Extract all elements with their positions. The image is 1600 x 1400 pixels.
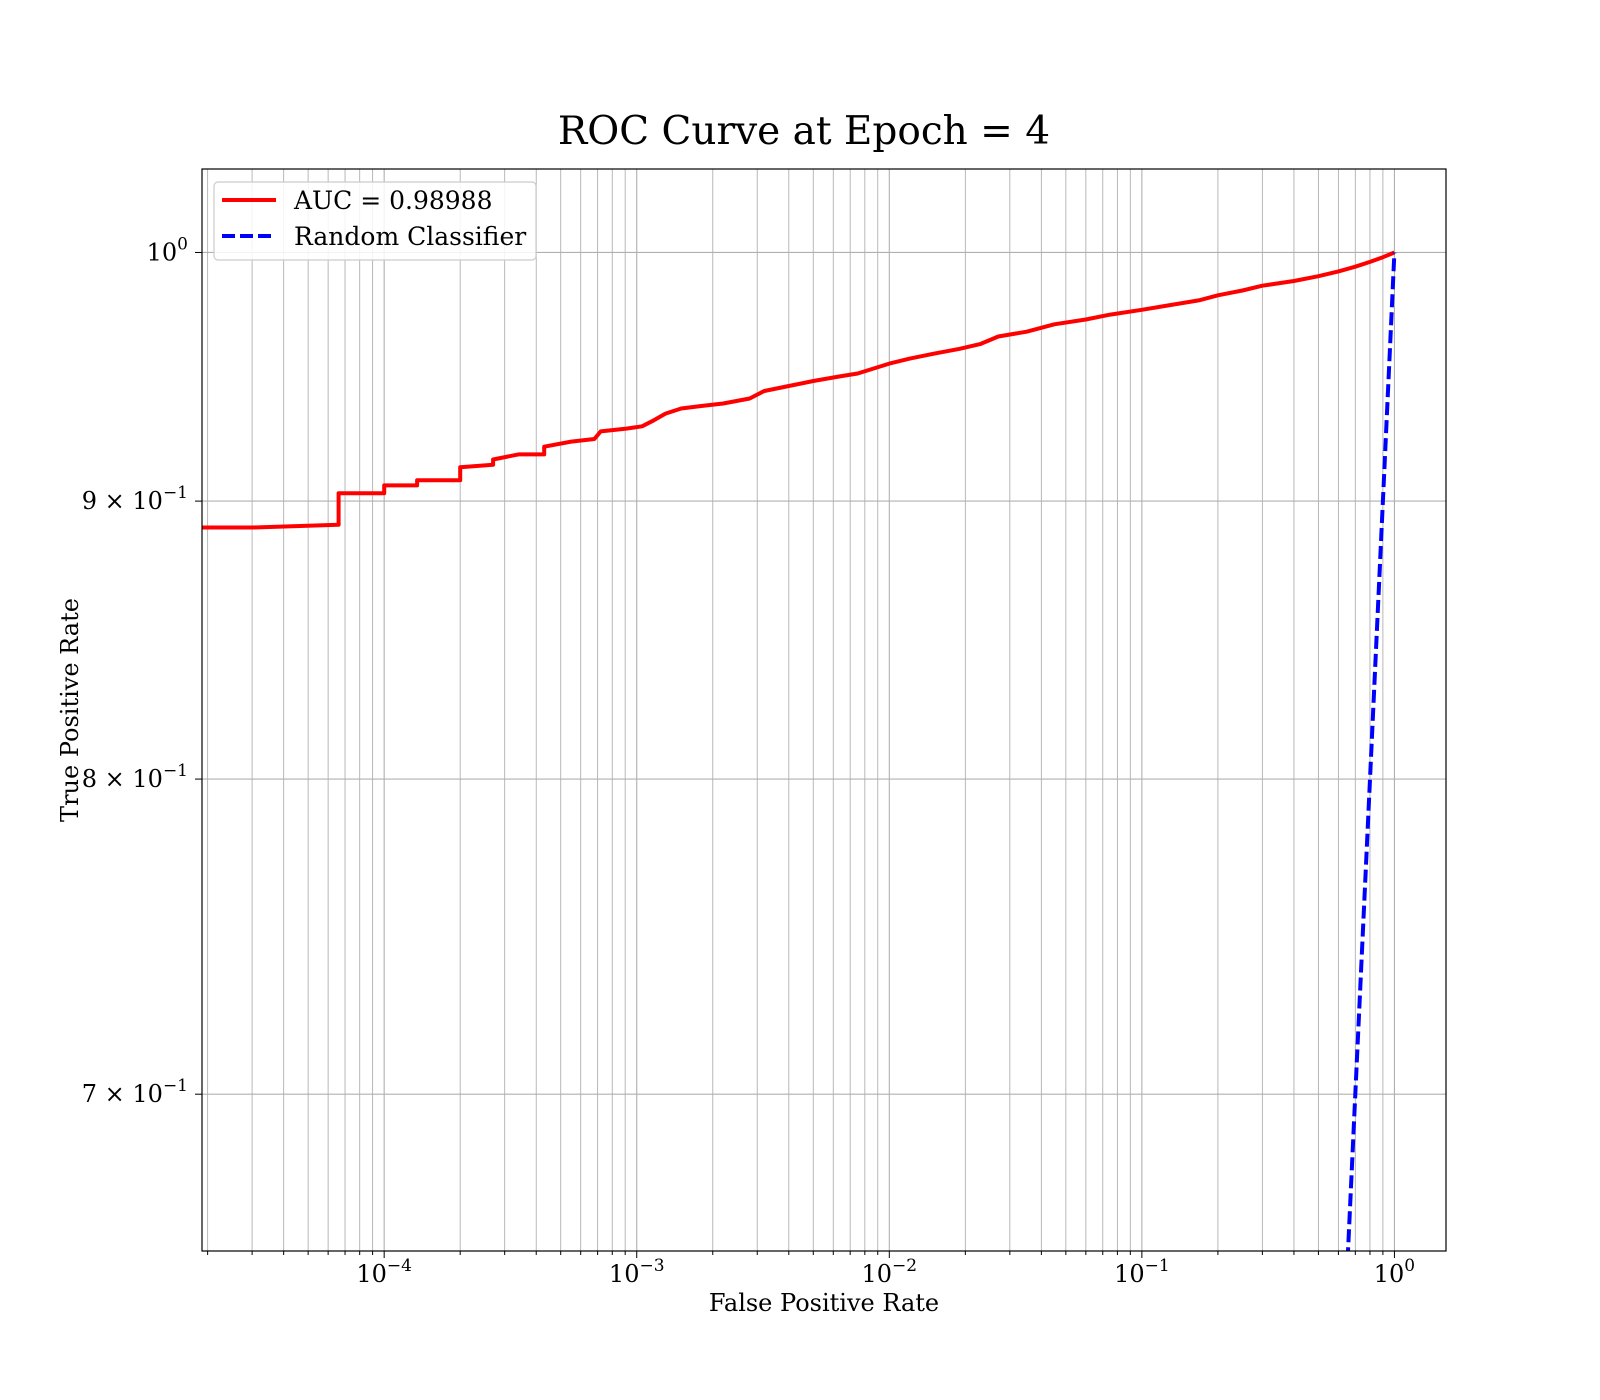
x-tick-label: 10−1 bbox=[1114, 1256, 1170, 1288]
legend: AUC = 0.98988 Random Classifier bbox=[213, 181, 537, 261]
grid-lines bbox=[202, 169, 1446, 1251]
y-axis-label: True Positive Rate bbox=[56, 598, 84, 822]
x-tick-label: 10−3 bbox=[609, 1256, 665, 1288]
legend-label-random: Random Classifier bbox=[294, 222, 526, 251]
tick-layer: 10−4 10−3 10−2 10−1 100 100 9 × 10−1 8 × 10−1 7 … bbox=[82, 234, 1415, 1288]
x-tick-label: 100 bbox=[1374, 1256, 1415, 1288]
chart-title: ROC Curve at Epoch = 4 bbox=[558, 109, 1050, 154]
roc-curve-line bbox=[202, 250, 1396, 530]
y-tick-label: 100 bbox=[147, 234, 188, 266]
series-layer bbox=[202, 250, 1397, 1251]
y-tick-label: 8 × 10−1 bbox=[82, 761, 188, 793]
random-classifier-line bbox=[1346, 252, 1397, 1251]
x-tick-label: 10−4 bbox=[356, 1256, 412, 1288]
y-tick-label: 7 × 10−1 bbox=[82, 1076, 188, 1108]
x-tick-label: 10−2 bbox=[862, 1256, 918, 1288]
legend-box bbox=[213, 181, 537, 261]
plot-frame bbox=[201, 168, 1447, 1252]
legend-label-auc: AUC = 0.98988 bbox=[293, 186, 492, 215]
x-axis-label: False Positive Rate bbox=[709, 1289, 939, 1317]
y-tick-label: 9 × 10−1 bbox=[82, 483, 188, 515]
